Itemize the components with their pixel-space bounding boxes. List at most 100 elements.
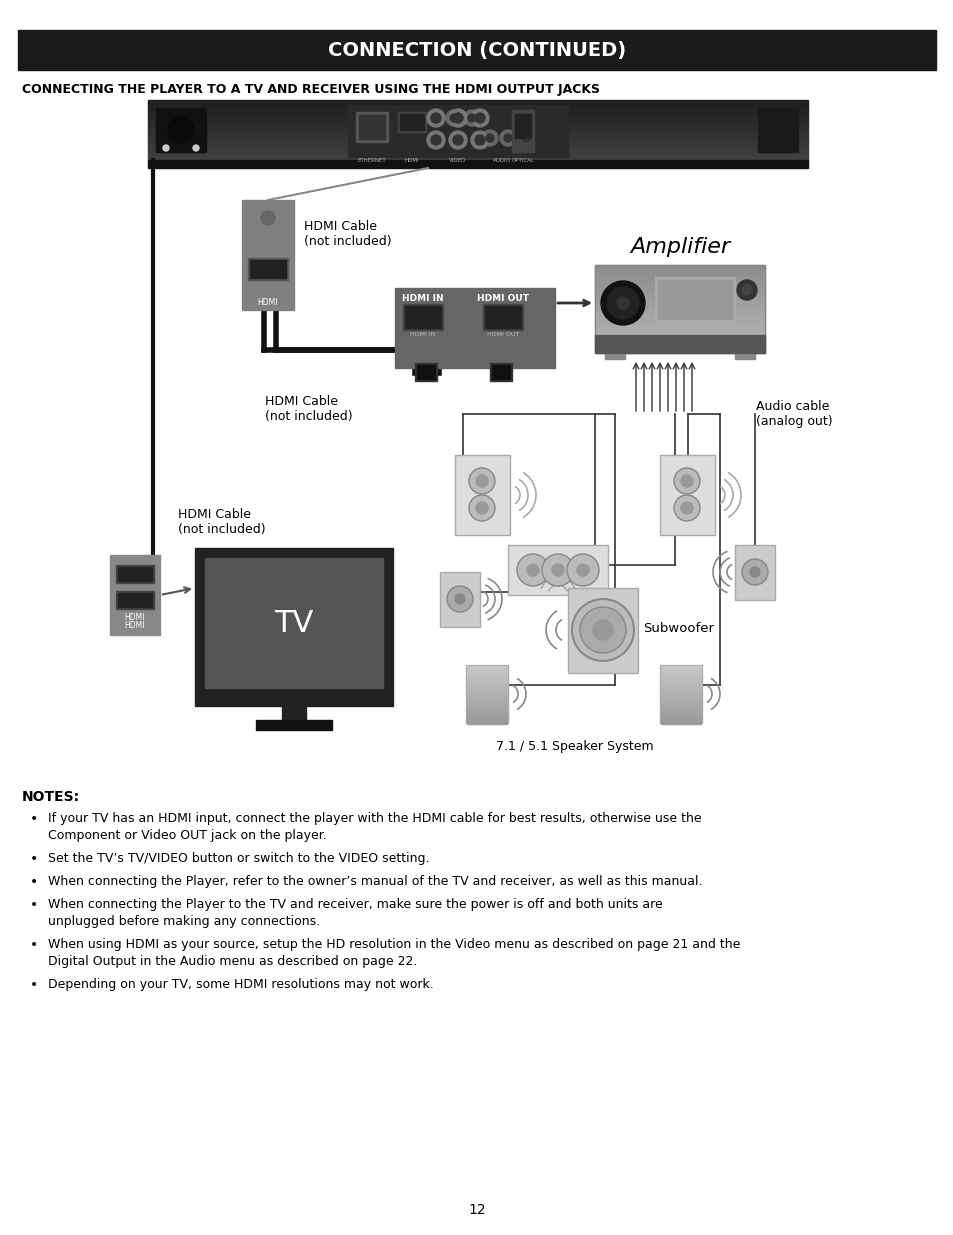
- Circle shape: [193, 144, 199, 151]
- Circle shape: [680, 501, 692, 514]
- Circle shape: [449, 109, 467, 127]
- Text: HDMI: HDMI: [125, 621, 145, 630]
- Bar: [455, 454, 510, 535]
- Bar: [734, 353, 754, 359]
- Text: TV: TV: [274, 609, 314, 637]
- Text: HDMI OUT: HDMI OUT: [486, 332, 518, 337]
- Bar: [348, 105, 567, 157]
- Circle shape: [572, 599, 634, 661]
- Circle shape: [453, 135, 462, 144]
- Bar: [282, 706, 306, 720]
- Circle shape: [577, 564, 588, 576]
- Circle shape: [450, 114, 457, 122]
- Bar: [416, 366, 435, 379]
- Text: NOTES:: NOTES:: [22, 790, 80, 804]
- Bar: [110, 555, 160, 635]
- Bar: [595, 335, 764, 353]
- Bar: [399, 114, 423, 130]
- Circle shape: [427, 131, 444, 149]
- Text: When connecting the Player to the TV and receiver, make sure the power is off an: When connecting the Player to the TV and…: [48, 898, 662, 911]
- Circle shape: [471, 109, 489, 127]
- Text: Depending on your TV, some HDMI resolutions may not work.: Depending on your TV, some HDMI resoluti…: [48, 978, 434, 990]
- Text: VIDEO: VIDEO: [449, 158, 466, 163]
- Bar: [734, 545, 774, 600]
- Bar: [655, 277, 734, 322]
- Bar: [248, 258, 288, 280]
- Circle shape: [552, 564, 563, 576]
- Text: Audio cable
(analog out): Audio cable (analog out): [755, 400, 832, 429]
- Text: OPTICAL: OPTICAL: [511, 158, 534, 163]
- Circle shape: [741, 559, 767, 585]
- Bar: [492, 366, 510, 379]
- Bar: [118, 593, 152, 606]
- Text: HDMI Cable
(not included): HDMI Cable (not included): [265, 395, 353, 424]
- Text: CONNECTION (CONTINUED): CONNECTION (CONTINUED): [328, 41, 625, 59]
- Circle shape: [168, 117, 193, 143]
- Bar: [515, 114, 531, 138]
- Circle shape: [593, 620, 613, 640]
- Text: HDMI: HDMI: [404, 158, 419, 163]
- Bar: [355, 112, 388, 142]
- Bar: [658, 280, 731, 319]
- Bar: [148, 161, 807, 168]
- Bar: [194, 548, 393, 706]
- Bar: [604, 353, 624, 359]
- Circle shape: [503, 135, 512, 142]
- Circle shape: [431, 135, 440, 144]
- Bar: [395, 288, 555, 368]
- Circle shape: [431, 112, 440, 124]
- Bar: [250, 261, 286, 278]
- Bar: [156, 107, 206, 152]
- Text: When connecting the Player, refer to the owner’s manual of the TV and receiver, : When connecting the Player, refer to the…: [48, 876, 701, 888]
- Circle shape: [673, 468, 700, 494]
- Circle shape: [469, 495, 495, 521]
- Circle shape: [541, 555, 574, 585]
- Bar: [405, 306, 440, 329]
- Bar: [484, 306, 520, 329]
- Bar: [482, 304, 522, 330]
- Bar: [242, 200, 294, 310]
- Circle shape: [163, 144, 169, 151]
- Circle shape: [476, 475, 488, 487]
- Bar: [118, 567, 152, 580]
- Text: Set the TV’s TV/VIDEO button or switch to the VIDEO setting.: Set the TV’s TV/VIDEO button or switch t…: [48, 852, 429, 864]
- Bar: [567, 588, 638, 673]
- Text: ETHERNET: ETHERNET: [357, 158, 386, 163]
- Circle shape: [469, 468, 495, 494]
- Text: •: •: [30, 939, 38, 952]
- Circle shape: [449, 131, 467, 149]
- Circle shape: [517, 555, 548, 585]
- Text: Digital Output in the Audio menu as described on page 22.: Digital Output in the Audio menu as desc…: [48, 955, 417, 968]
- Text: •: •: [30, 898, 38, 911]
- Text: HDMI OUT: HDMI OUT: [476, 294, 529, 303]
- Circle shape: [428, 110, 443, 126]
- Bar: [595, 266, 764, 353]
- Circle shape: [737, 280, 757, 300]
- Bar: [758, 107, 797, 152]
- Bar: [465, 664, 507, 722]
- Bar: [255, 720, 332, 730]
- Bar: [659, 454, 714, 535]
- Circle shape: [475, 112, 484, 124]
- Text: •: •: [30, 811, 38, 826]
- Bar: [116, 564, 153, 583]
- Circle shape: [427, 109, 444, 127]
- Circle shape: [600, 282, 644, 325]
- Bar: [397, 112, 426, 132]
- Circle shape: [468, 114, 476, 122]
- Text: Amplifier: Amplifier: [629, 237, 729, 257]
- Bar: [415, 363, 436, 382]
- Circle shape: [476, 501, 488, 514]
- Text: unplugged before making any connections.: unplugged before making any connections.: [48, 915, 320, 927]
- Text: •: •: [30, 852, 38, 866]
- Circle shape: [521, 135, 530, 142]
- Circle shape: [526, 564, 538, 576]
- Circle shape: [499, 130, 516, 146]
- Bar: [490, 363, 512, 382]
- Bar: [205, 558, 382, 688]
- Circle shape: [463, 110, 479, 126]
- Circle shape: [261, 211, 274, 225]
- Circle shape: [680, 475, 692, 487]
- Bar: [512, 110, 534, 152]
- Text: Component or Video OUT jack on the player.: Component or Video OUT jack on the playe…: [48, 829, 327, 842]
